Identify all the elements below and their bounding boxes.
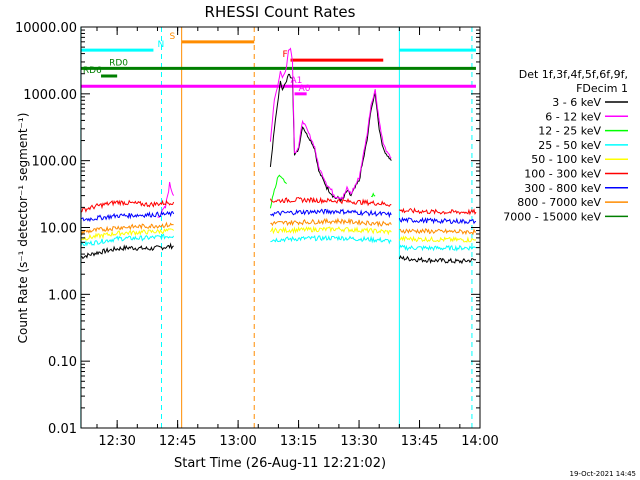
series-line [269,174,287,209]
series-line [270,208,392,219]
series-line [270,234,392,245]
series-line [398,254,476,265]
series-line [399,207,477,216]
legend-entry-label: 3 - 6 keV [552,96,601,109]
legend: Det 1f,3f,4f,5f,6f,9f, FDecim 1 3 - 6 ke… [503,68,628,223]
x-tick-label: 13:30 [340,434,377,449]
legend-header-line-1: Det 1f,3f,4f,5f,6f,9f, [519,68,628,81]
y-axis-label: Count Rate (s⁻¹ detector⁻¹ segment⁻¹) [16,113,30,344]
x-tick-label: 13:15 [280,434,317,449]
series-line [399,228,477,236]
series-line [269,73,392,203]
series-line [399,235,477,243]
state-bar-label: A0 [299,84,311,94]
x-tick-label: 12:45 [159,434,196,449]
y-tick-label: 1.00 [48,288,77,303]
series-line [370,192,376,198]
x-tick-label: 14:00 [461,434,498,449]
series-line [270,217,392,228]
state-bar-label: A1 [291,76,303,86]
state-bar-label: S [170,32,176,42]
state-bar-label: RD6 [83,66,102,76]
series-line [270,225,392,236]
legend-header-line-2: FDecim 1 [576,82,628,95]
chart-title: RHESSI Count Rates [205,3,356,21]
series-line [269,196,392,207]
y-tick-label: 10.00 [40,222,77,237]
series-line [80,242,174,260]
x-tick-label: 13:45 [401,434,438,449]
x-tick-label: 12:30 [98,434,135,449]
legend-entry-label: 100 - 300 keV [524,168,601,181]
series-line [80,228,174,241]
state-bar-label: F [282,50,287,60]
legend-entry-label: 300 - 800 keV [524,182,601,195]
legend-entry-label: 800 - 7000 keV [517,196,601,209]
series-line [80,221,174,236]
y-tick-label: 0.01 [48,422,77,437]
state-bar-label: N [157,40,164,50]
legend-entry-label: 50 - 100 keV [531,153,601,166]
series-line [80,199,175,213]
x-axis-label: Start Time (26-Aug-11 12:21:02) [174,456,386,471]
series-line [269,47,392,200]
series-line [80,210,175,223]
y-tick-label: 1000.00 [23,88,77,103]
legend-entry-label: 7000 - 15000 keV [503,210,601,223]
state-bar-label: RD0 [109,58,128,68]
legend-entry-label: 6 - 12 keV [545,110,601,123]
legend-entry-label: 25 - 50 keV [538,139,601,152]
y-tick-label: 10000.00 [15,21,77,36]
legend-entry-label: 12 - 25 keV [538,125,601,138]
series-line [398,216,477,225]
y-tick-label: 100.00 [32,155,78,170]
y-tick-label: 0.10 [48,355,77,370]
footer-timestamp: 19-Oct-2021 14:45 [570,470,636,478]
series-line [80,233,175,248]
series-line [398,244,477,252]
x-tick-label: 13:00 [219,434,256,449]
